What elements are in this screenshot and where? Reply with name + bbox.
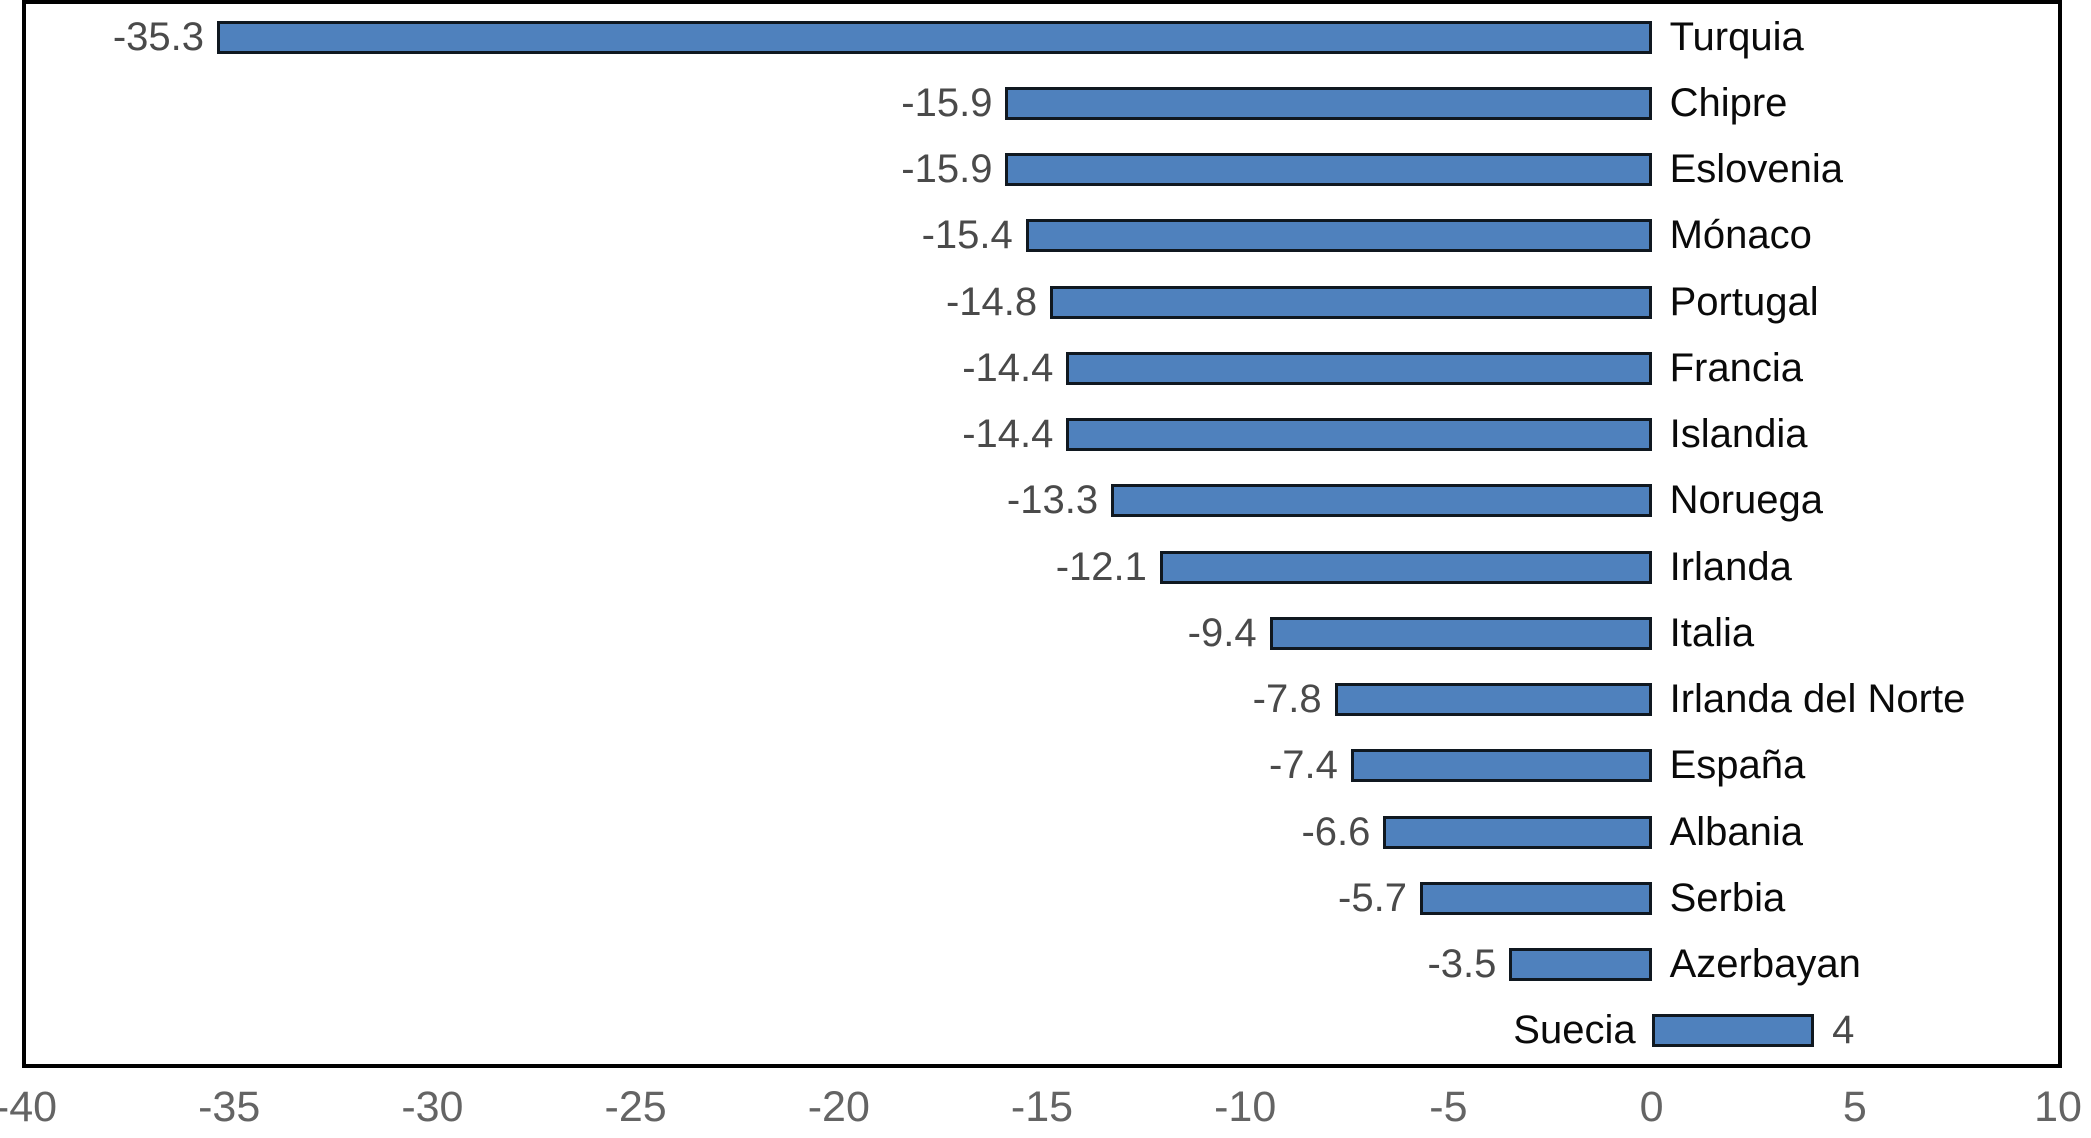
bar-value-label: -12.1 [1055,544,1147,589]
x-axis-tick-label: -35 [198,1082,261,1131]
bar-albania [1383,815,1652,849]
x-axis: -40 -35 -30 -25 -20 -15 -10 -5 0 5 10 [0,1078,2082,1136]
bar-category-label: Noruega [1669,478,1824,523]
bar-category-label: Eslovenia [1669,147,1844,192]
chart-row-azerbayan: -3.5 Azerbayan [26,932,2058,998]
x-axis-tick-label: -30 [401,1082,464,1131]
x-axis-tick-label: -15 [1010,1082,1074,1131]
bar-category-label: Albania [1669,809,1804,854]
bar-category-label: Serbia [1669,875,1786,920]
bar-category-label: Italia [1669,610,1755,655]
chart-row-espan-a: -7.4 España [26,733,2058,799]
bar-value-label: -9.4 [1187,610,1257,655]
x-axis-tick-label: -25 [604,1082,667,1131]
bar-espan-a [1350,749,1652,783]
chart-row-turquia: -35.3 Turquia [26,4,2058,70]
chart-row-italia: -9.4 Italia [26,600,2058,666]
bar-value-label: 4 [1832,1008,1855,1053]
x-axis-tick-label: 10 [2034,1082,2082,1131]
bar-serbia [1419,881,1652,915]
bar-italia [1269,616,1652,650]
chart-row-irlanda: -12.1 Irlanda [26,534,2058,600]
bar-islandia [1066,418,1652,452]
bar-category-label: Islandia [1669,412,1808,457]
bar-value-label: -15.4 [921,213,1013,258]
x-axis-tick-label: -5 [1429,1082,1468,1131]
bar-category-label: Mónaco [1669,213,1812,258]
bar-category-label: España [1669,743,1806,788]
chart-row-islandia: -14.4 Islandia [26,402,2058,468]
bar-francia [1066,351,1652,385]
bar-category-label: Chipre [1669,80,1788,125]
bar-chipre [1005,86,1652,120]
bar-value-label: -13.3 [1006,478,1099,523]
bar-value-label: -35.3 [112,14,205,59]
bar-irlanda-del-norte [1334,683,1652,717]
x-axis-tick-label: 0 [1639,1082,1664,1131]
x-axis-tick-label: -10 [1214,1082,1277,1131]
bar-value-label: -5.7 [1338,875,1407,920]
bar-category-label: Suecia [1513,1008,1636,1053]
chart-row-albania: -6.6 Albania [26,799,2058,865]
chart-row-serbia: -5.7 Serbia [26,865,2058,931]
bar-value-label: -7.8 [1252,677,1322,722]
chart-row-portugal: -14.8 Portugal [26,269,2058,335]
chart-row-suecia: 4 Suecia [26,998,2058,1064]
bar-category-label: Portugal [1669,279,1819,324]
chart-row-chipre: -15.9 Chipre [26,70,2058,136]
bar-category-label: Irlanda del Norte [1669,677,1966,722]
x-axis-tick-label: 5 [1842,1082,1867,1131]
chart-row-irlanda-del-norte: -7.8 Irlanda del Norte [26,667,2058,733]
bar-value-label: -3.5 [1427,942,1497,987]
bar-value-label: -15.9 [901,80,993,125]
bar-value-label: -6.6 [1301,809,1371,854]
bar-value-label: -7.4 [1268,743,1338,788]
bar-mo-naco [1025,219,1652,253]
chart-row-eslovenia: -15.9 Eslovenia [26,137,2058,203]
plot-area: -35.3 Turquia -15.9 Chipre -15.9 Eslovenia -15… [22,0,2062,1068]
bar-irlanda [1159,550,1652,584]
chart-row-noruega: -13.3 Noruega [26,468,2058,534]
bar-eslovenia [1005,153,1652,187]
bar-value-label: -15.9 [901,147,993,192]
bar-noruega [1111,484,1652,518]
bar-category-label: Turquia [1669,14,1804,59]
bar-suecia [1651,1014,1815,1048]
bar-value-label: -14.8 [945,279,1038,324]
bar-azerbayan [1509,948,1652,982]
bar-category-label: Azerbayan [1669,942,1861,987]
chart-row-mo-naco: -15.4 Mónaco [26,203,2058,269]
x-axis-tick-label: -20 [807,1082,870,1131]
bar-value-label: -14.4 [962,412,1054,457]
bar-portugal [1050,285,1652,319]
bar-turquia [217,20,1652,54]
bar-category-label: Irlanda [1669,544,1792,589]
x-axis-tick-label: -40 [0,1082,58,1131]
bar-value-label: -14.4 [962,345,1054,390]
chart-row-francia: -14.4 Francia [26,335,2058,401]
bar-category-label: Francia [1669,345,1803,390]
